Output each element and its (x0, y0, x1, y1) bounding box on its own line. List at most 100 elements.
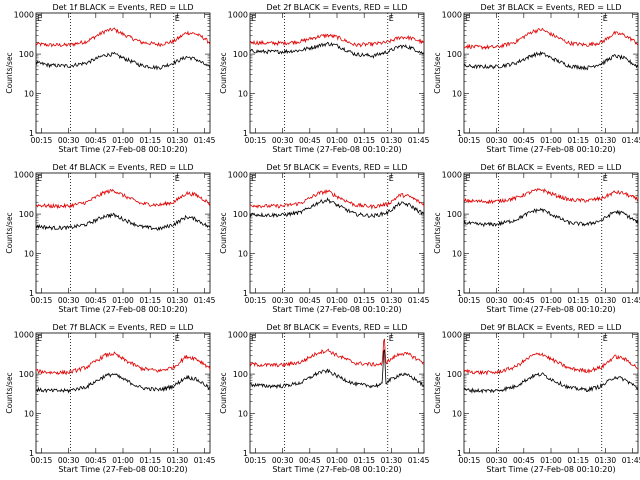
panel-8: Det 8f BLACK = Events, RED = LLD 1 10 100 10… (219, 323, 430, 474)
series-line-events (249, 41, 425, 59)
series-line-lld (35, 351, 211, 376)
y-tick-label: 1000 (14, 11, 34, 20)
series-line-lld (463, 352, 639, 376)
panel-title: Det 5f BLACK = Events, RED = LLD (266, 163, 407, 172)
x-axis-label: Start Time (27-Feb-08 00:10:20) (58, 465, 187, 474)
y-tick-label: 10 (24, 410, 34, 419)
x-axis-label: Start Time (27-Feb-08 00:10:20) (272, 305, 401, 314)
x-tick-label: 00:30 (272, 136, 294, 145)
y-tick-label: 1000 (442, 171, 462, 180)
event-marker-label: E (175, 174, 180, 183)
event-marker-label: E (603, 14, 608, 23)
x-tick-label: 01:00 (326, 136, 348, 145)
x-tick-label: 00:15 (31, 456, 53, 465)
x-tick-label: 01:15 (139, 136, 161, 145)
x-tick-label: 00:30 (272, 456, 294, 465)
x-tick-label: 00:30 (58, 456, 80, 465)
event-marker-label: E (389, 14, 394, 23)
x-tick-label: 00:15 (459, 136, 481, 145)
panel-title: Det 1f BLACK = Events, RED = LLD (52, 3, 193, 12)
x-tick-label: 01:00 (112, 456, 134, 465)
x-tick-label: 00:45 (85, 456, 107, 465)
y-tick-label: 10 (238, 90, 248, 99)
x-tick-label: 01:30 (595, 456, 617, 465)
series-line-events (463, 372, 639, 394)
series-line-lld (35, 188, 211, 210)
y-tick-label: 1 (457, 289, 462, 298)
x-tick-label: 01:00 (326, 296, 348, 305)
panel-1: Det 1f BLACK = Events, RED = LLD 1 10 100 10… (5, 3, 216, 154)
x-tick-label: 00:15 (245, 296, 267, 305)
event-marker-label: E (603, 174, 608, 183)
x-tick-label: 00:15 (31, 136, 53, 145)
plot-frame (35, 172, 211, 294)
panel-title: Det 2f BLACK = Events, RED = LLD (266, 3, 407, 12)
x-tick-label: 01:15 (353, 136, 375, 145)
event-marker-label: E (175, 14, 180, 23)
y-tick-label: 1 (243, 129, 248, 138)
event-marker-label: E (389, 334, 394, 343)
y-axis-label: Counts/sec (433, 52, 442, 93)
x-tick-label: 01:45 (622, 136, 640, 145)
x-tick-label: 00:15 (31, 296, 53, 305)
x-tick-label: 00:45 (513, 456, 535, 465)
x-tick-label: 00:30 (58, 296, 80, 305)
x-tick-label: 00:30 (58, 136, 80, 145)
panel-2: Det 2f BLACK = Events, RED = LLD 1 10 100 10… (219, 3, 430, 154)
panel-6: Det 6f BLACK = Events, RED = LLD 1 10 100 10… (433, 163, 640, 314)
x-axis-label: Start Time (27-Feb-08 00:10:20) (272, 465, 401, 474)
y-tick-label: 100 (19, 210, 34, 219)
x-tick-label: 01:15 (567, 456, 589, 465)
x-axis-label: Start Time (27-Feb-08 00:10:20) (272, 145, 401, 154)
series-line-events (35, 372, 211, 394)
plot-frame (249, 332, 425, 454)
panel-title: Det 6f BLACK = Events, RED = LLD (480, 163, 621, 172)
x-tick-label: 01:00 (112, 296, 134, 305)
y-axis-label: Counts/sec (219, 372, 228, 413)
panel-title: Det 9f BLACK = Events, RED = LLD (480, 323, 621, 332)
y-axis-label: Counts/sec (5, 372, 14, 413)
plot-frame (463, 12, 639, 134)
x-tick-label: 01:30 (167, 456, 189, 465)
y-tick-label: 10 (24, 250, 34, 259)
panel-title: Det 7f BLACK = Events, RED = LLD (52, 323, 193, 332)
panel-4: Det 4f BLACK = Events, RED = LLD 1 10 100 10… (5, 163, 216, 314)
panel-title: Det 4f BLACK = Events, RED = LLD (52, 163, 193, 172)
x-tick-label: 00:15 (459, 456, 481, 465)
x-axis-label: Start Time (27-Feb-08 00:10:20) (58, 305, 187, 314)
x-tick-label: 01:00 (112, 136, 134, 145)
y-axis-label: Counts/sec (5, 52, 14, 93)
y-tick-label: 10 (24, 90, 34, 99)
y-tick-label: 1 (29, 289, 34, 298)
x-tick-label: 00:30 (486, 296, 508, 305)
y-axis-label: Counts/sec (433, 212, 442, 253)
event-marker-label: E (465, 334, 470, 343)
series-line-lld (463, 187, 639, 205)
y-tick-label: 10 (452, 90, 462, 99)
event-marker-label: E (37, 174, 42, 183)
y-axis-label: Counts/sec (433, 372, 442, 413)
x-tick-label: 00:30 (486, 456, 508, 465)
y-tick-label: 1000 (228, 331, 248, 340)
series-line-events (249, 197, 425, 219)
y-tick-label: 1 (29, 449, 34, 458)
x-tick-label: 01:45 (408, 136, 430, 145)
y-tick-label: 1 (457, 449, 462, 458)
x-tick-label: 00:15 (245, 136, 267, 145)
series-line-events (249, 349, 425, 390)
x-tick-label: 00:45 (85, 136, 107, 145)
x-tick-label: 01:30 (381, 456, 403, 465)
series-line-lld (249, 189, 425, 210)
x-tick-label: 00:45 (299, 136, 321, 145)
x-tick-label: 00:45 (85, 296, 107, 305)
x-tick-label: 01:00 (326, 456, 348, 465)
y-tick-label: 1000 (442, 11, 462, 20)
series-line-lld (463, 27, 639, 51)
x-tick-label: 01:45 (408, 456, 430, 465)
plot-frame (35, 12, 211, 134)
y-tick-label: 10 (238, 250, 248, 259)
event-marker-label: E (251, 14, 256, 23)
series-line-lld (249, 33, 425, 48)
